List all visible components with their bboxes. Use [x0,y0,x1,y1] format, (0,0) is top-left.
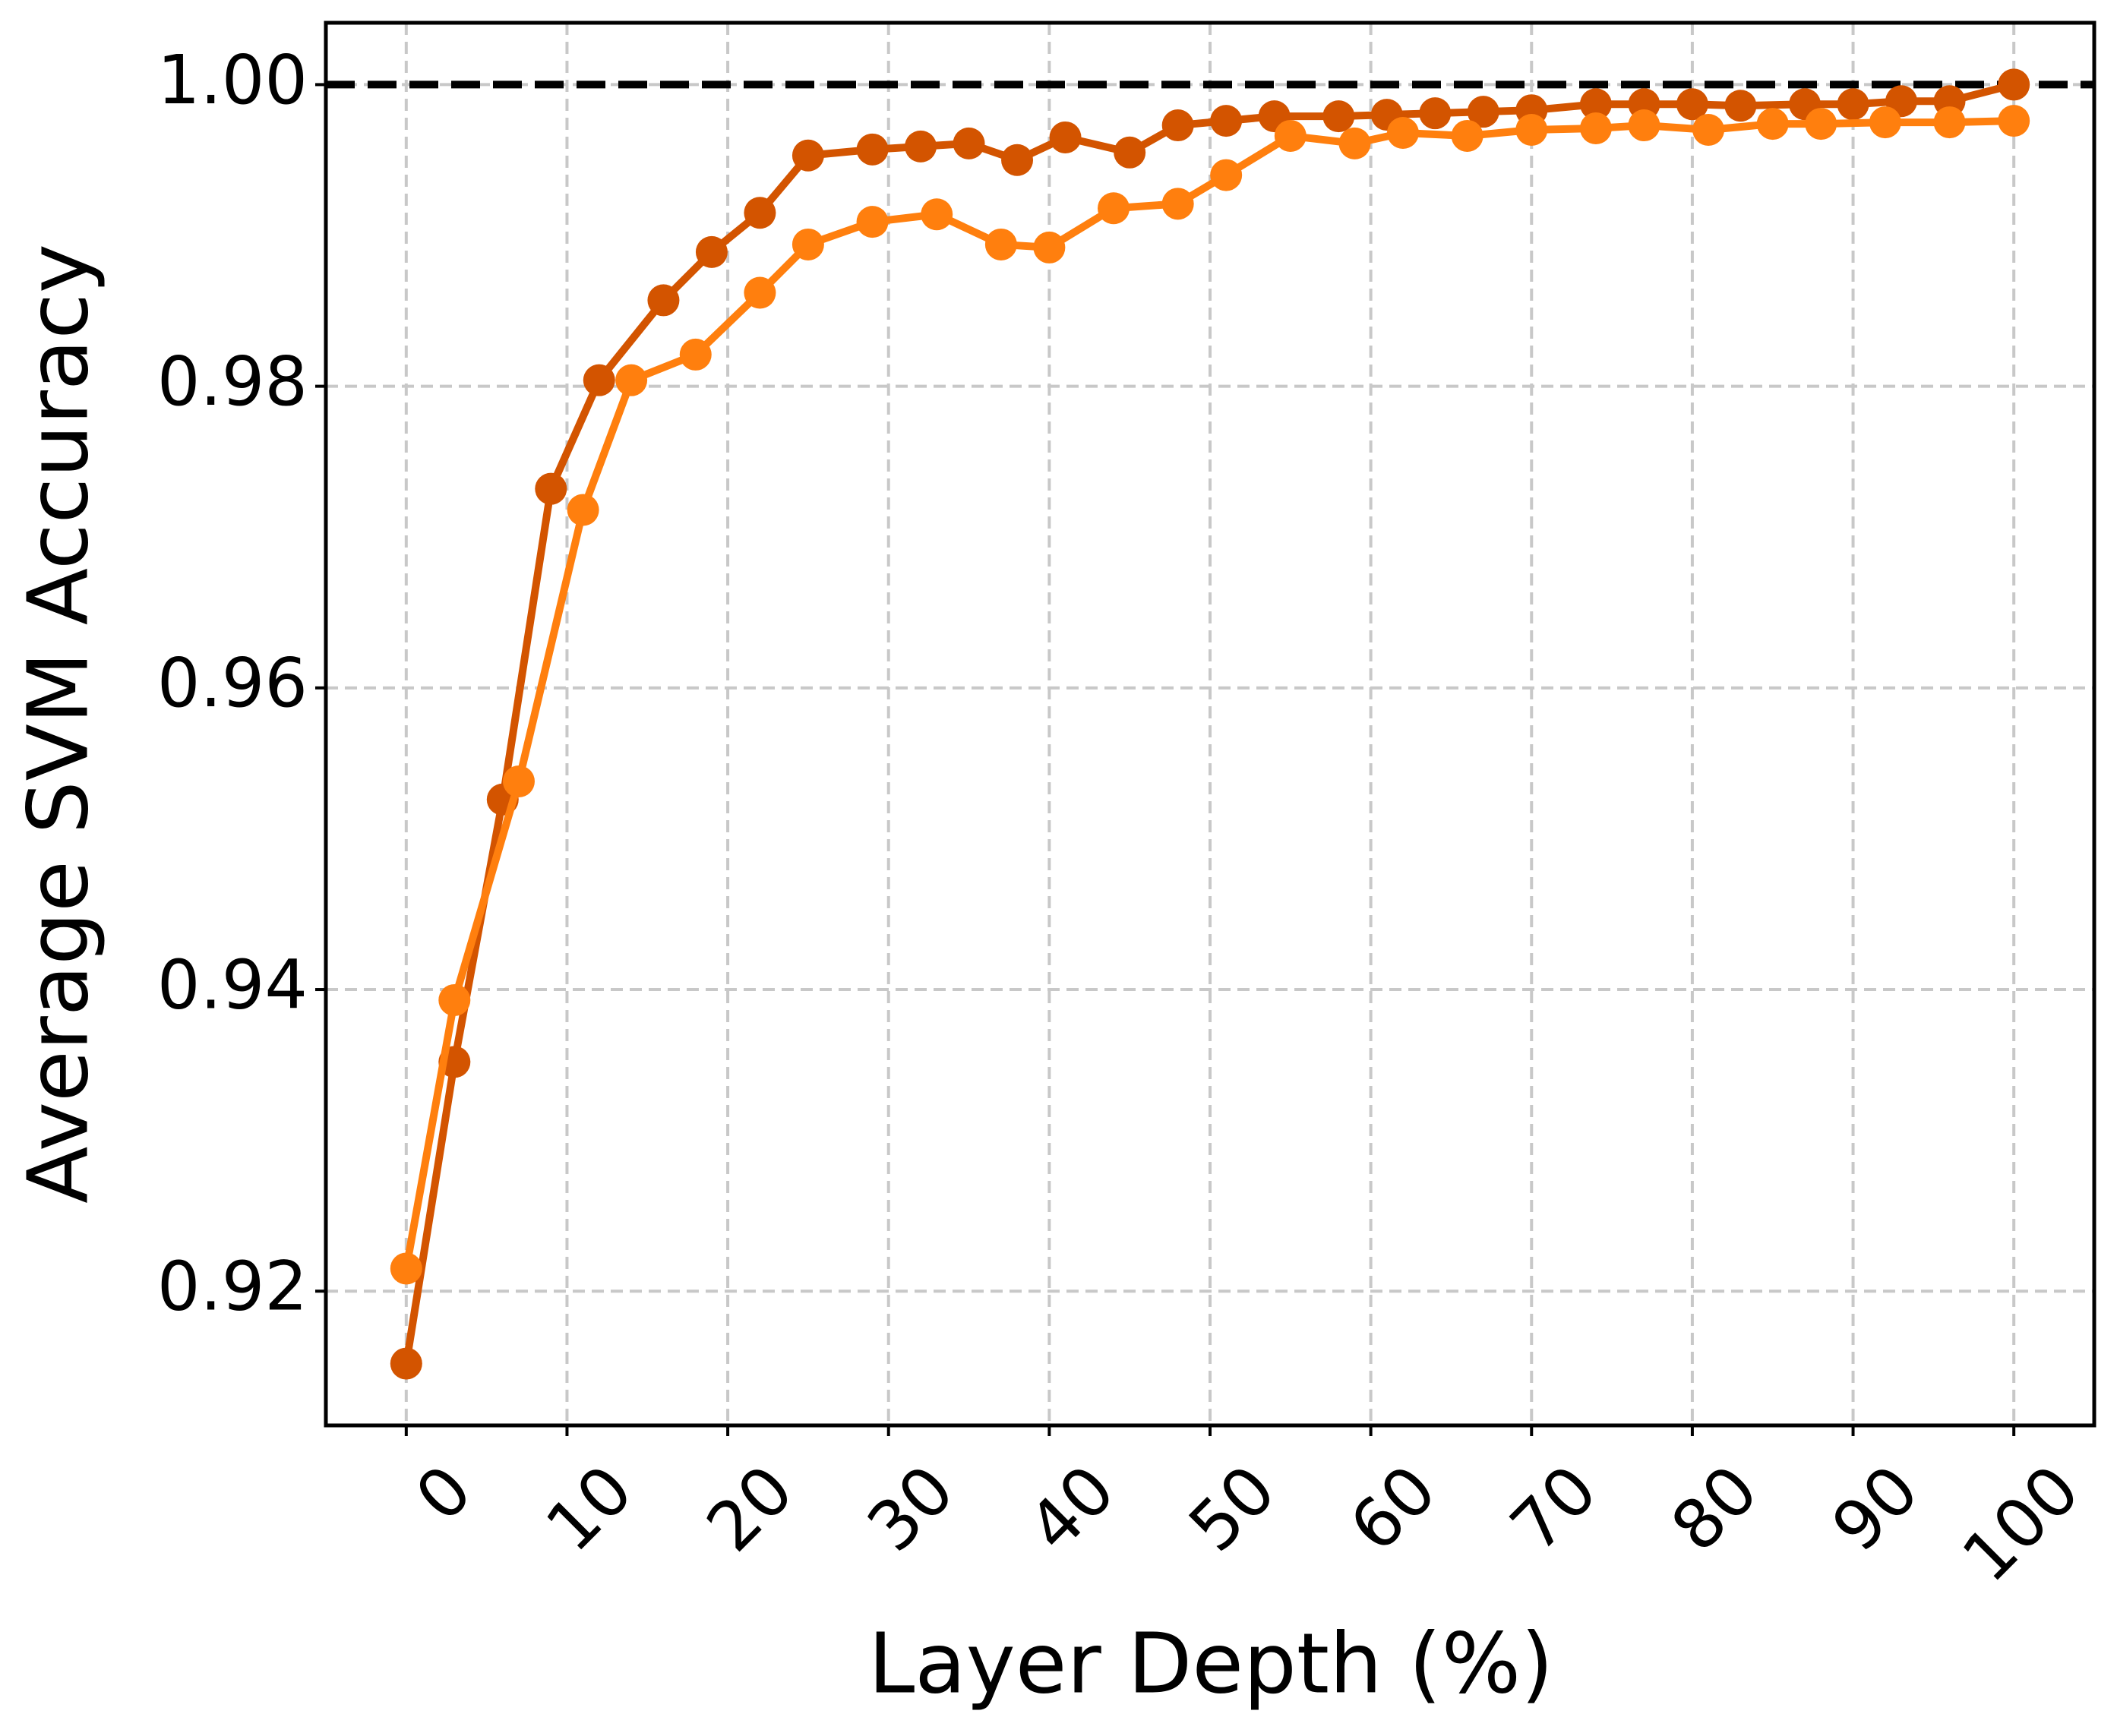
y-tick-label: 1.00 [157,40,308,119]
series-line [402,117,2014,1270]
data-point [438,983,471,1016]
x-tick-label: 20 [691,1450,808,1567]
data-point [535,472,567,505]
x-tick-label: 60 [1335,1450,1452,1567]
data-point [856,206,889,238]
data-point [1467,96,1499,128]
data-point [1933,106,1966,139]
plot-frame [324,21,2096,1428]
data-point [390,1347,422,1380]
data-point [1998,105,2030,137]
data-point [1338,127,1371,159]
data-point [1628,109,1660,142]
data-point [615,364,648,396]
data-point [1515,114,1548,147]
x-tick-label: 10 [531,1450,648,1567]
data-point [583,364,615,396]
data-point [1998,68,2030,101]
data-point [905,130,937,163]
data-point [1210,105,1243,137]
data-point [792,228,824,260]
data-point [1161,188,1194,220]
x-tick-label: 50 [1174,1450,1291,1567]
data-point [1386,116,1419,149]
data-point [1579,112,1612,145]
y-tick-label: 0.92 [157,1247,308,1326]
data-point [1451,119,1483,152]
y-tick-label: 0.96 [157,643,308,722]
data-point [984,228,1017,260]
x-tick-label: 90 [1817,1450,1934,1567]
data-point [1724,90,1757,122]
data-point [856,133,889,166]
data-point [1049,121,1082,153]
data-point [567,494,599,526]
data-point [1033,231,1066,264]
data-point [1210,159,1243,191]
data-point [695,235,728,268]
data-point [1114,136,1146,169]
data-point [502,765,535,797]
data-point [744,276,776,309]
x-tick-label: 30 [852,1450,969,1567]
data-point [390,1252,422,1285]
data-point [1161,109,1194,142]
x-tick-label: 0 [400,1450,487,1536]
data-point [1869,106,1901,139]
data-point [1579,88,1612,121]
data-point [1676,88,1708,121]
data-point [1805,108,1837,140]
data-point [1419,97,1452,130]
y-axis-label: Average SVM Accuracy [9,244,106,1204]
data-point [1001,144,1034,176]
x-tick-label: 80 [1656,1450,1773,1567]
data-point [792,139,824,172]
data-point [953,127,985,159]
y-tick-label: 0.94 [157,945,308,1024]
data-point [1322,100,1355,133]
x-tick-label: 40 [1013,1450,1130,1567]
x-axis-label: Layer Depth (%) [868,1614,1553,1712]
y-tick-label: 0.98 [157,342,308,421]
x-tick-label: 70 [1495,1450,1612,1567]
data-point [1692,114,1725,147]
data-point [679,338,712,371]
data-point [1274,119,1307,152]
data-point [1756,108,1789,140]
data-point [921,198,953,231]
data-point [1837,88,1869,121]
x-tick-label: 100 [1947,1450,2094,1597]
data-point [744,197,776,229]
data-point [647,284,680,317]
data-point [1098,192,1130,225]
